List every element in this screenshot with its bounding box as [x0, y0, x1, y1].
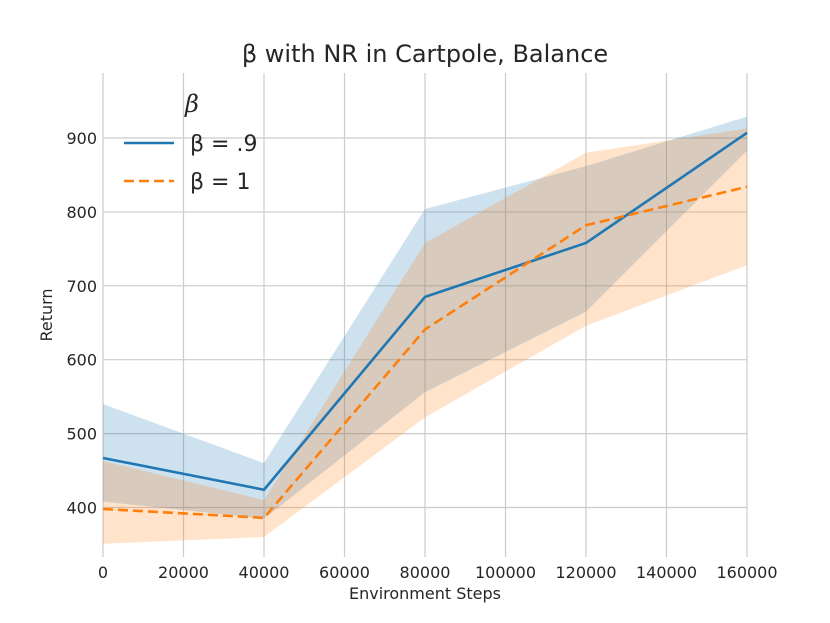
- legend: β β = .9 β = 1: [124, 90, 257, 195]
- line-series-2: [102, 185, 748, 520]
- x-tick-label: 160000: [716, 563, 777, 582]
- x-tick-label: 60000: [319, 563, 370, 582]
- x-tick-label: 20000: [158, 563, 209, 582]
- x-tick-labels: 0 20000 40000 60000 80000 100000 120000 140000 1…: [98, 563, 778, 582]
- legend-label-series-1: β = .9: [190, 132, 257, 157]
- x-axis-label: Environment Steps: [349, 584, 501, 603]
- y-tick-label: 600: [66, 351, 97, 370]
- y-tick-labels: 400 500 600 700 800 900: [66, 129, 97, 517]
- x-tick-label: 0: [98, 563, 108, 582]
- line-series-1: [102, 131, 748, 492]
- confidence-bands: [103, 116, 747, 544]
- y-tick-label: 500: [66, 425, 97, 444]
- confidence-band-series-1: [103, 116, 747, 519]
- x-tick-label: 40000: [239, 563, 290, 582]
- confidence-band-series-2: [103, 128, 747, 544]
- legend-label-series-2: β = 1: [190, 170, 250, 195]
- y-axis-label: Return: [37, 288, 56, 341]
- x-tick-label: 120000: [555, 563, 616, 582]
- legend-title: β: [184, 90, 199, 118]
- x-tick-label: 80000: [400, 563, 451, 582]
- chart-title: β with NR in Cartpole, Balance: [242, 40, 608, 68]
- series-lines: [102, 131, 748, 520]
- y-tick-label: 700: [66, 277, 97, 296]
- grid: [102, 73, 748, 557]
- y-tick-label: 400: [66, 498, 97, 517]
- x-tick-label: 140000: [636, 563, 697, 582]
- y-tick-label: 900: [66, 129, 97, 148]
- y-tick-label: 800: [66, 203, 97, 222]
- x-tick-label: 100000: [475, 563, 536, 582]
